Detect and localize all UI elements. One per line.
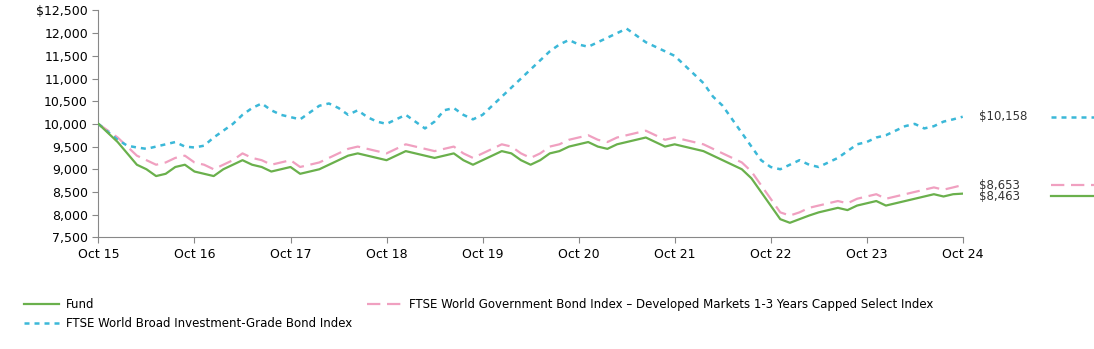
Text: $10,158: $10,158 bbox=[979, 110, 1027, 123]
Text: $8,653: $8,653 bbox=[979, 178, 1020, 192]
Text: $8,463: $8,463 bbox=[979, 190, 1020, 203]
Legend: Fund, FTSE World Broad Investment-Grade Bond Index, FTSE World Government Bond I: Fund, FTSE World Broad Investment-Grade … bbox=[19, 293, 939, 334]
